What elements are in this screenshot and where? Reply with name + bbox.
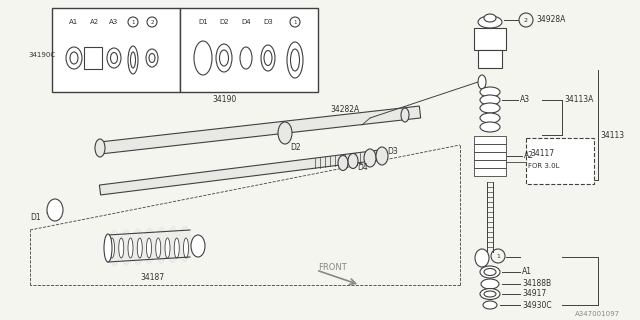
Ellipse shape [376, 147, 388, 165]
Ellipse shape [137, 238, 142, 258]
Ellipse shape [278, 122, 292, 144]
Ellipse shape [480, 113, 500, 123]
Text: FRONT: FRONT [318, 263, 347, 273]
Ellipse shape [156, 238, 161, 258]
Ellipse shape [480, 103, 500, 113]
Ellipse shape [119, 238, 124, 258]
Polygon shape [99, 106, 420, 154]
Text: 34190: 34190 [213, 95, 237, 105]
Ellipse shape [109, 238, 115, 258]
Text: D4: D4 [357, 164, 368, 172]
Ellipse shape [481, 279, 499, 289]
Bar [474, 28, 506, 50]
Ellipse shape [478, 16, 502, 28]
Text: 34928A: 34928A [536, 15, 565, 25]
Ellipse shape [484, 291, 496, 297]
Text: D2: D2 [219, 19, 229, 25]
Text: A1: A1 [522, 268, 532, 276]
Ellipse shape [338, 156, 348, 171]
Text: 1: 1 [131, 20, 135, 25]
Bar [474, 152, 506, 160]
Text: A3: A3 [520, 95, 530, 105]
Text: D2: D2 [290, 143, 301, 153]
Bar [526, 138, 594, 184]
Text: 2: 2 [150, 20, 154, 25]
Ellipse shape [480, 122, 500, 132]
Text: A1: A1 [69, 19, 79, 25]
Ellipse shape [483, 301, 497, 309]
Bar [474, 160, 506, 168]
Ellipse shape [480, 95, 500, 105]
Ellipse shape [484, 268, 496, 276]
Ellipse shape [191, 235, 205, 257]
Ellipse shape [364, 149, 376, 167]
Ellipse shape [128, 238, 133, 258]
Text: 34930C: 34930C [522, 300, 552, 309]
Text: 34188B: 34188B [522, 279, 551, 289]
Ellipse shape [184, 238, 189, 258]
Bar [84, 47, 102, 69]
Text: 34113: 34113 [600, 131, 624, 140]
Text: 34187: 34187 [140, 274, 164, 283]
Ellipse shape [480, 266, 500, 278]
Ellipse shape [480, 87, 500, 97]
Ellipse shape [47, 199, 63, 221]
Text: 34190C: 34190C [28, 52, 55, 58]
Ellipse shape [478, 75, 486, 89]
Text: 1: 1 [293, 20, 297, 25]
Text: D3: D3 [387, 148, 397, 156]
Bar [474, 144, 506, 152]
Polygon shape [99, 150, 381, 195]
Text: A2: A2 [90, 19, 99, 25]
Text: 1: 1 [496, 253, 500, 259]
Text: A3: A3 [109, 19, 118, 25]
Text: 2: 2 [524, 18, 528, 22]
Ellipse shape [104, 234, 112, 262]
Ellipse shape [480, 289, 500, 300]
Bar [474, 168, 506, 176]
Ellipse shape [484, 14, 496, 22]
Bar [478, 50, 502, 68]
Text: D1: D1 [30, 213, 40, 222]
Text: 34117: 34117 [530, 148, 554, 157]
Text: 34113A: 34113A [564, 95, 593, 105]
Ellipse shape [95, 139, 105, 157]
Text: FOR 3.0L: FOR 3.0L [528, 163, 559, 169]
Bar [52, 8, 180, 92]
Text: D3: D3 [263, 19, 273, 25]
Ellipse shape [401, 108, 409, 122]
Text: 34282A: 34282A [331, 106, 360, 115]
Text: 34917: 34917 [522, 290, 547, 299]
Text: A2: A2 [524, 151, 534, 161]
Ellipse shape [165, 238, 170, 258]
Bar [180, 8, 318, 92]
Text: D1: D1 [198, 19, 208, 25]
Ellipse shape [475, 249, 489, 267]
Text: A347001097: A347001097 [575, 311, 620, 317]
Ellipse shape [348, 154, 358, 169]
Bar [474, 136, 506, 144]
Ellipse shape [174, 238, 179, 258]
Text: D4: D4 [241, 19, 251, 25]
Ellipse shape [147, 238, 152, 258]
